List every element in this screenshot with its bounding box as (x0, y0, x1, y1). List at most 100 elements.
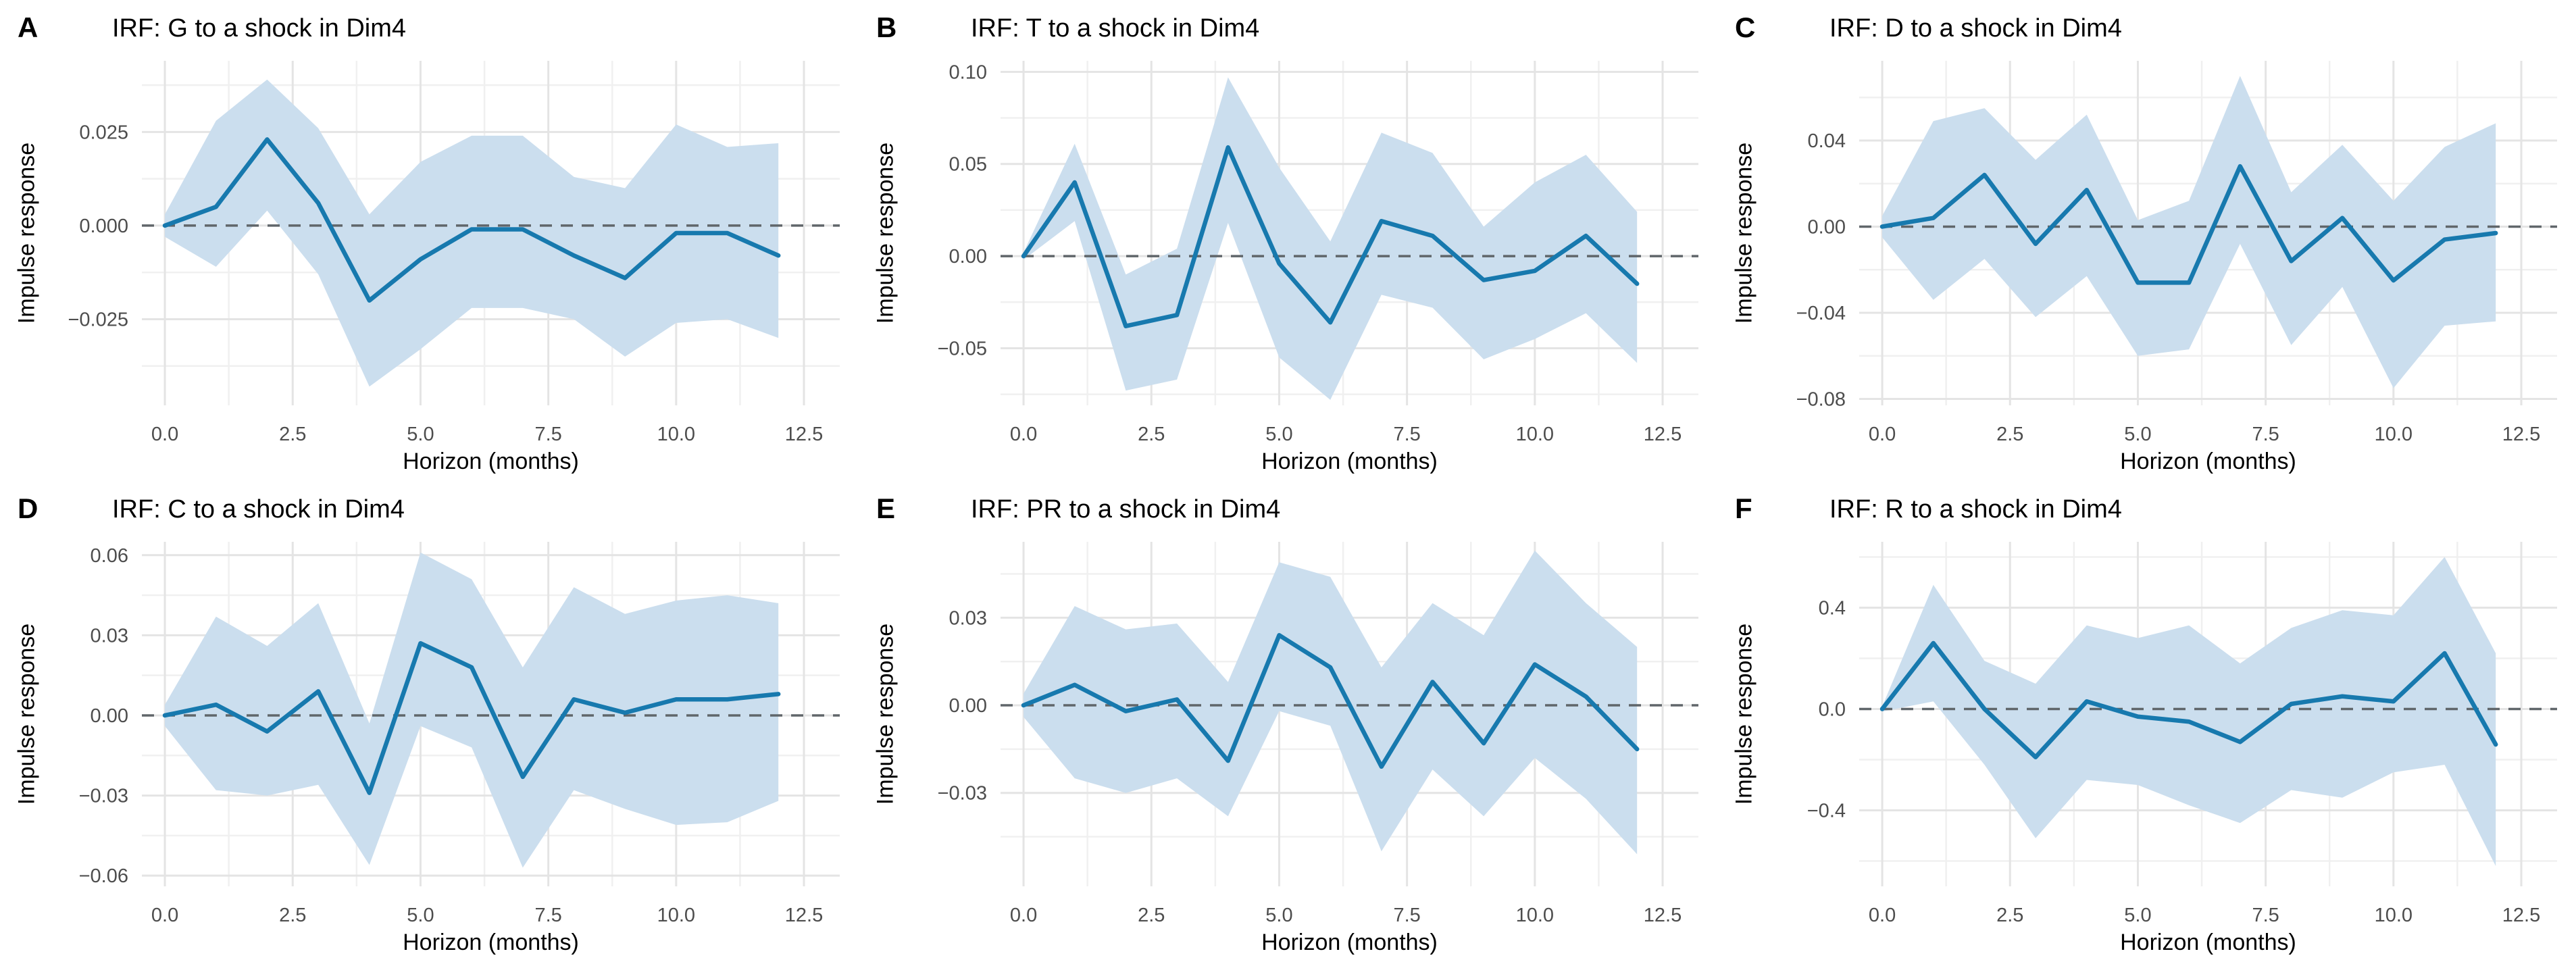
x-tick-label: 2.5 (279, 905, 306, 926)
tick-labels: 0.10 0.05 0.00 −0.05 0.0 2.5 5.0 7.5 10.0 12.5 (938, 61, 1682, 445)
x-tick-label: 7.5 (1393, 905, 1420, 926)
x-axis-title: Horizon (months) (2120, 930, 2296, 955)
x-tick-label: 12.5 (2502, 424, 2540, 445)
confidence-ribbon (1882, 557, 2496, 866)
irf-panel-a: A IRF: G to a shock in Dim4 Impulse resp… (0, 0, 859, 481)
y-tick-label: 0.0 (1819, 699, 1846, 721)
x-axis-title: Horizon (months) (1261, 930, 1438, 955)
x-tick-label: 0.0 (1010, 905, 1037, 926)
y-tick-label: 0.4 (1819, 598, 1846, 619)
irf-plot-area: 0.4 0.0 −0.4 0.0 2.5 5.0 7.5 10.0 12.5 (1807, 542, 2557, 927)
x-tick-label: 10.0 (657, 905, 695, 926)
irf-plot-area: 0.04 0.00 −0.04 −0.08 0.0 2.5 5.0 7.5 10.0 12.5 (1796, 61, 2557, 445)
panel-title: IRF: R to a shock in Dim4 (1829, 495, 2122, 524)
x-axis-title: Horizon (months) (1261, 449, 1438, 474)
y-tick-label: 0.05 (949, 154, 987, 176)
x-tick-label: 2.5 (1138, 905, 1165, 926)
x-tick-label: 12.5 (785, 905, 823, 926)
tick-labels: 0.04 0.00 −0.04 −0.08 0.0 2.5 5.0 7.5 10.0 12.5 (1796, 130, 2541, 445)
irf-panel-f: F IRF: R to a shock in Dim4 Impulse resp… (1717, 481, 2576, 962)
irf-plot-area: 0.10 0.05 0.00 −0.05 0.0 2.5 5.0 7.5 10.0 12.5 (938, 61, 1698, 445)
panel-label: A (18, 11, 39, 43)
x-tick-label: 0.0 (1010, 424, 1037, 445)
irf-line (1879, 163, 2498, 285)
irf-line (162, 640, 781, 795)
x-tick-label: 12.5 (2502, 905, 2540, 926)
x-tick-label: 10.0 (1516, 424, 1554, 445)
y-tick-label: 0.025 (79, 122, 128, 143)
x-tick-label: 7.5 (2252, 424, 2279, 445)
y-tick-label: −0.03 (938, 783, 987, 805)
y-tick-label: 0.10 (949, 61, 987, 83)
panel-label: F (1735, 492, 1752, 524)
y-tick-label: −0.05 (938, 338, 987, 359)
panel-title: IRF: G to a shock in Dim4 (112, 14, 407, 43)
confidence-ribbon (1882, 76, 2496, 388)
panel-label: B (876, 11, 897, 43)
panel-title: IRF: PR to a shock in Dim4 (971, 495, 1281, 524)
irf-plot-area: 0.06 0.03 0.00 −0.03 −0.06 0.0 2.5 5.0 7.5 10.0 12… (79, 542, 840, 926)
x-tick-label: 12.5 (1644, 424, 1682, 445)
x-tick-label: 5.0 (2124, 905, 2151, 926)
x-axis-title: Horizon (months) (403, 930, 579, 955)
confidence-ribbon (165, 552, 779, 868)
x-tick-label: 10.0 (657, 424, 695, 445)
x-tick-label: 5.0 (407, 905, 434, 926)
x-tick-label: 5.0 (1265, 424, 1292, 445)
tick-labels: 0.4 0.0 −0.4 0.0 2.5 5.0 7.5 10.0 12.5 (1807, 598, 2541, 927)
tick-labels: 0.06 0.03 0.00 −0.03 −0.06 0.0 2.5 5.0 7.5 10.0 12… (79, 545, 824, 926)
x-tick-label: 12.5 (785, 424, 823, 445)
tick-labels: 0.03 0.00 −0.03 0.0 2.5 5.0 7.5 10.0 12.5 (938, 607, 1682, 926)
x-tick-label: 0.0 (1869, 424, 1896, 445)
x-tick-label: 12.5 (1644, 905, 1682, 926)
y-tick-label: 0.03 (949, 607, 987, 629)
x-tick-label: 0.0 (1869, 905, 1896, 926)
irf-line (1879, 640, 2498, 759)
y-tick-label: 0.00 (91, 705, 128, 727)
irf-line (162, 137, 781, 303)
y-tick-label: −0.03 (79, 786, 128, 807)
panel-label: E (876, 492, 896, 524)
y-tick-label: 0.00 (949, 695, 987, 717)
x-tick-label: 7.5 (2252, 905, 2279, 926)
confidence-ribbon (1024, 77, 1638, 400)
panel-label: C (1735, 11, 1756, 43)
panel-title: IRF: D to a shock in Dim4 (1829, 14, 2122, 43)
panel-title: IRF: C to a shock in Dim4 (112, 495, 405, 524)
y-tick-label: 0.04 (1808, 130, 1846, 152)
y-tick-label: 0.03 (91, 625, 128, 647)
y-tick-label: 0.06 (91, 545, 128, 567)
y-tick-label: −0.4 (1807, 801, 1846, 822)
x-tick-label: 10.0 (2375, 905, 2413, 926)
x-tick-label: 7.5 (534, 424, 561, 445)
x-tick-label: 2.5 (1138, 424, 1165, 445)
y-tick-label: 0.000 (79, 216, 128, 237)
irf-line (1021, 633, 1640, 769)
confidence-ribbon (1024, 550, 1638, 855)
irf-line (1021, 145, 1640, 328)
y-tick-label: −0.04 (1796, 303, 1846, 324)
irf-panel-d: D IRF: C to a shock in Dim4 Impulse resp… (0, 481, 859, 962)
irf-plot-area: 0.025 0.000 −0.025 0.0 2.5 5.0 7.5 10.0 12.5 (68, 61, 840, 445)
irf-panel-e: E IRF: PR to a shock in Dim4 Impulse res… (859, 481, 1717, 962)
x-axis-title: Horizon (months) (403, 449, 579, 474)
tick-labels: 0.025 0.000 −0.025 0.0 2.5 5.0 7.5 10.0 12.5 (68, 122, 823, 445)
y-tick-label: 0.00 (949, 246, 987, 268)
panel-label: D (18, 492, 39, 524)
x-tick-label: 5.0 (1265, 905, 1292, 926)
irf-plot-area: 0.03 0.00 −0.03 0.0 2.5 5.0 7.5 10.0 12.5 (938, 542, 1698, 926)
x-tick-label: 0.0 (151, 424, 178, 445)
x-tick-label: 7.5 (1393, 424, 1420, 445)
irf-panel-c: C IRF: D to a shock in Dim4 Impulse resp… (1717, 0, 2576, 481)
irf-panel-b: B IRF: T to a shock in Dim4 Impulse resp… (859, 0, 1717, 481)
x-tick-label: 5.0 (407, 424, 434, 445)
x-tick-label: 2.5 (1996, 905, 2023, 926)
y-tick-label: −0.06 (79, 865, 128, 887)
y-tick-label: −0.025 (68, 309, 128, 331)
x-tick-label: 10.0 (2375, 424, 2413, 445)
x-tick-label: 7.5 (534, 905, 561, 926)
x-tick-label: 10.0 (1516, 905, 1554, 926)
panel-title: IRF: T to a shock in Dim4 (971, 14, 1260, 43)
y-tick-label: −0.08 (1796, 388, 1846, 410)
confidence-ribbon (165, 79, 779, 387)
